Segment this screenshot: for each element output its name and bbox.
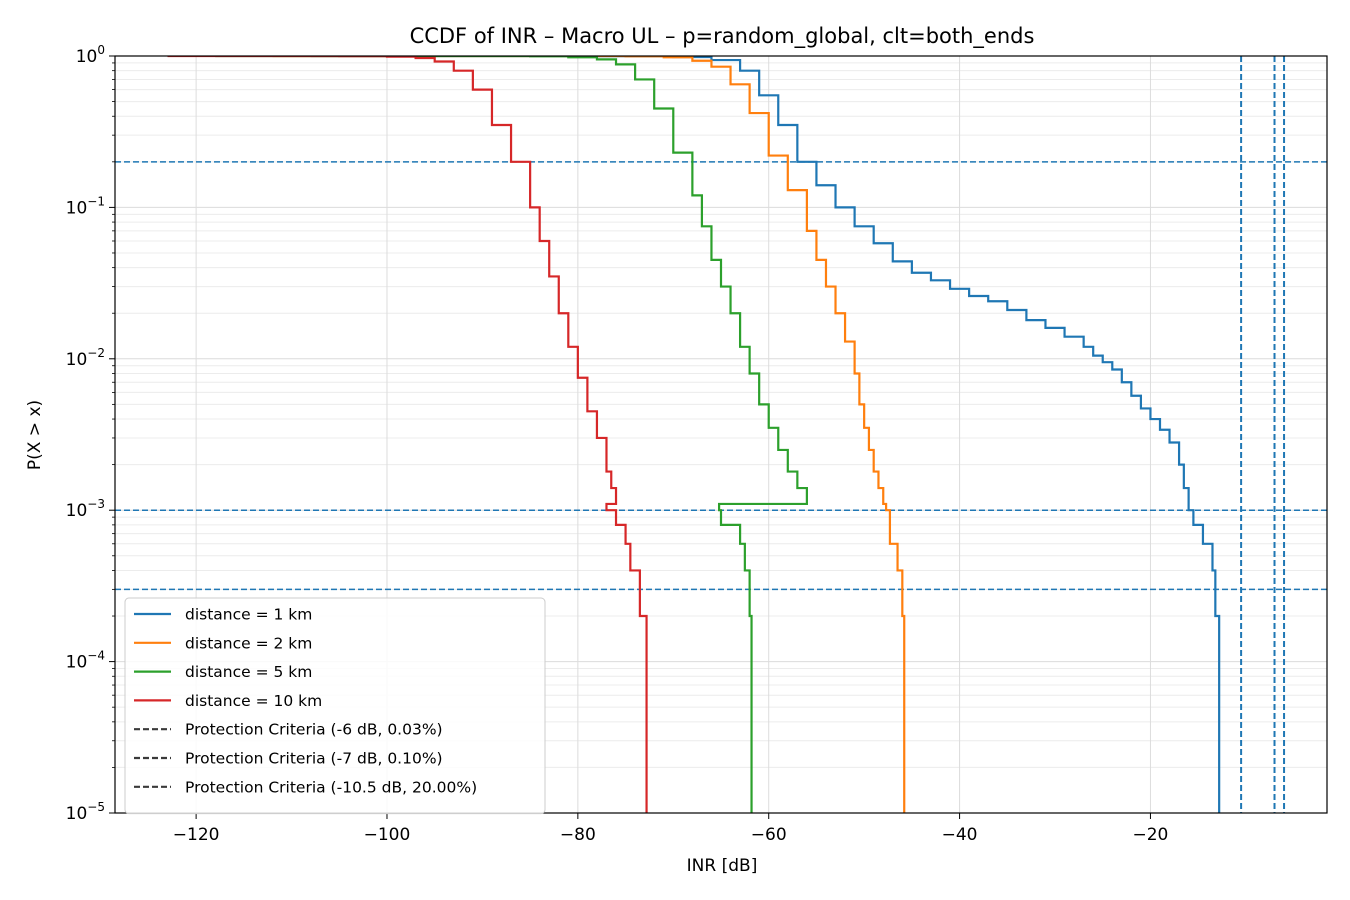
series-line-4 <box>167 56 648 813</box>
series-line-2 <box>272 56 906 813</box>
x-tick-label: −100 <box>364 825 411 845</box>
legend-series-label: distance = 5 km <box>185 663 312 681</box>
x-tick-label: −60 <box>751 825 787 845</box>
legend-criteria-label: Protection Criteria (-10.5 dB, 20.00%) <box>185 778 477 796</box>
legend-criteria-label: Protection Criteria (-7 dB, 0.10%) <box>185 750 443 768</box>
x-tick-label: −40 <box>942 825 978 845</box>
x-tick-label: −120 <box>173 825 220 845</box>
legend-series-label: distance = 2 km <box>185 634 312 652</box>
plot-area-frame <box>114 55 1328 814</box>
legend-criteria-label: Protection Criteria (-6 dB, 0.03%) <box>185 721 443 739</box>
x-tick-label: −80 <box>560 825 596 845</box>
data-series <box>167 56 1221 813</box>
y-axis-label: P(X > x) <box>25 400 45 470</box>
legend-series-label: distance = 10 km <box>185 692 322 710</box>
series-line-1 <box>310 56 1221 813</box>
x-axis-label: INR [dB] <box>687 856 758 876</box>
legend-series-label: distance = 1 km <box>185 606 312 624</box>
chart-title: CCDF of INR – Macro UL – p=random_global… <box>410 24 1035 49</box>
x-tick-label: −20 <box>1133 825 1169 845</box>
legend: distance = 1 km distance = 2 km distance =… <box>124 597 546 815</box>
series-line-3 <box>215 56 808 813</box>
legend-box <box>124 597 546 815</box>
